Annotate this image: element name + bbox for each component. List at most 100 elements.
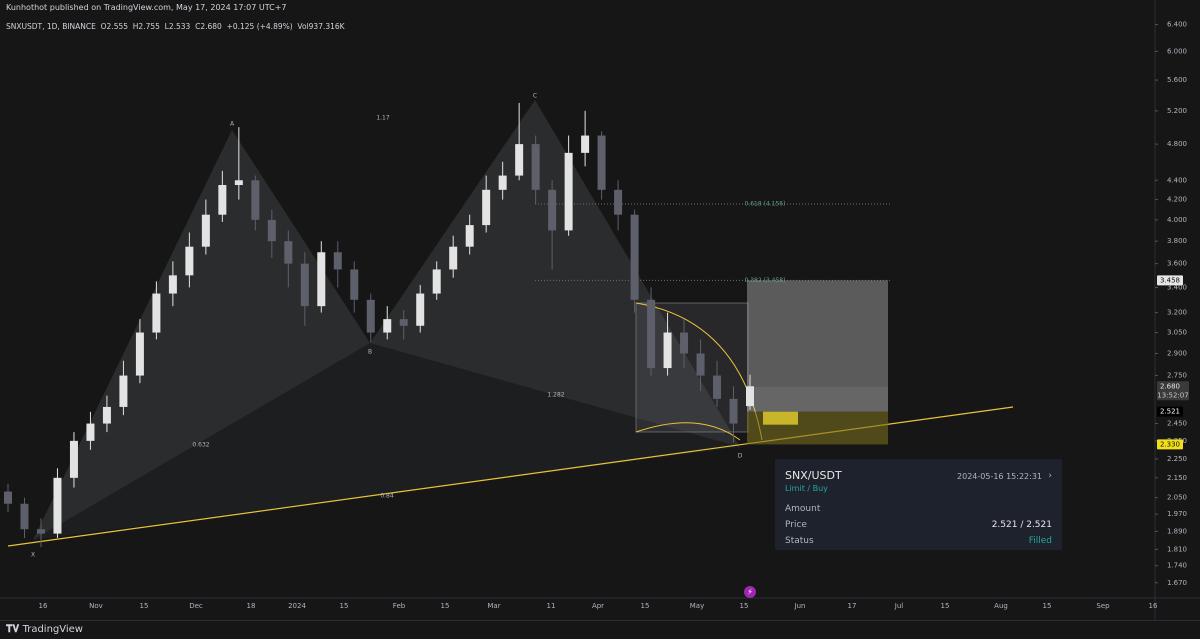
chevron: › [1048,471,1052,481]
x-tick-label: 2024 [288,602,306,610]
x-tick-label: Jun [794,602,806,610]
x-tick-label: 15 [641,602,650,610]
x-tick-label: 15 [340,602,349,610]
pattern-point: A [230,121,235,128]
y-tick-label: 1.890 [1167,527,1187,535]
pattern-ratio: 0.632 [192,442,209,449]
y-tick-label: 2.050 [1167,494,1187,502]
candle-body [482,189,491,226]
pattern-xab [33,130,370,540]
x-tick-label: 17 [848,602,857,610]
y-tick-label: 2.750 [1167,372,1187,380]
candle-body [746,386,754,407]
order-panel[interactable]: SNX/USDT Limit / Buy 2024-05-16 15:22:31… [775,459,1062,550]
pattern-ratio: 1.282 [547,392,564,399]
pattern-point: D [738,453,743,460]
brand-logo: 𝐓𝐕 [6,624,23,635]
x-tick-label: 15 [140,602,149,610]
candle-body [350,269,359,300]
profit-zone [747,386,888,412]
publisher: Kunhothot published on TradingView.com, … [6,3,287,12]
last-tag: 2.680 [1160,382,1180,390]
y-tick-label: 1.670 [1167,579,1187,587]
candle-body [663,332,672,369]
target-zone [747,280,888,387]
candle-body [713,375,722,399]
candle-body [366,299,375,333]
order-price: 2.521 / 2.521 [991,520,1052,530]
candle-body [201,214,210,247]
x-tick-label: 16 [1149,602,1158,610]
order-side: Limit / Buy [785,484,828,493]
order-pair: SNX/USDT [785,469,842,482]
target-tag-bg [1157,275,1183,286]
fib-label: 0.618 (4.156) [745,200,786,207]
y-tick-label: 6.000 [1167,47,1187,55]
lightning-icon[interactable] [744,586,756,598]
candle-body [581,135,590,153]
candle-body [135,332,144,376]
amount-label: Amount [785,504,821,514]
chart: 6.400 6.000 5.600 5.200 4.800 4.400 4.200 4.000… [0,0,1200,620]
order-status: Filled [1028,536,1052,546]
entry-fill [763,411,798,425]
x-tick-label: Nov [89,602,103,610]
brand-name: TradingView [22,624,83,635]
candle-body [251,180,260,220]
candle-body [267,219,276,242]
candle-body [86,423,95,441]
stop-tag: 2.330 [1160,440,1180,448]
candle-body [614,189,623,215]
stop-tag-bg [1157,439,1183,450]
x-tick-label: May [690,602,704,610]
candle-body [300,263,309,307]
candle-body [119,375,128,407]
candle-body [102,406,111,424]
candle-body [729,398,738,424]
pattern-ratio: 1.17 [376,115,390,122]
x-tick-label: Feb [393,602,406,610]
candle-body [531,144,540,190]
pattern-ratio: 0.84 [380,493,394,500]
x-tick-label: 18 [247,602,256,610]
candle-body [647,299,656,369]
candle-body [515,144,524,176]
y-tick-label: 3.800 [1167,237,1187,245]
brand: 𝐓𝐕 TradingView [6,624,83,635]
target-tag: 3.458 [1160,276,1180,284]
symbol-line: SNXUSDT, 1D, BINANCE O2.555 H2.755 L2.53… [6,22,345,31]
y-tick-label: 1.740 [1167,562,1187,570]
y-tick-label: 4.400 [1167,176,1187,184]
candle-body [432,269,441,294]
candle-body [498,175,507,190]
candle-body [680,332,689,354]
candle-body [152,293,161,333]
y-tick-label: 6.400 [1167,21,1187,29]
y-tick-label: 2.450 [1167,420,1187,428]
x-tick-label: Sep [1096,602,1110,610]
candle-body [20,503,29,530]
candle-body [548,189,557,231]
x-tick-label: Jul [894,602,904,610]
candle-body [317,252,326,307]
candle-body [4,491,12,504]
price-label: Price [785,520,807,530]
arc-lower [635,422,741,441]
pattern-xbd [33,343,740,540]
entry-tag-bg [1157,406,1183,417]
candle-body [564,152,573,231]
candle-body [36,529,45,534]
candle-body [465,225,474,247]
y-tick-label: 2.250 [1167,455,1187,463]
x-tick-label: Mar [487,602,500,610]
y-tick-label: 1.810 [1167,545,1187,553]
x-tick-label: Apr [592,602,604,610]
y-tick-label: 3.050 [1167,329,1187,337]
x-tick-label: Dec [189,602,203,610]
candle-body [284,241,293,264]
y-tick-label: 4.200 [1167,196,1187,204]
candle-body [185,246,194,276]
x-tick-label: 16 [39,602,48,610]
candle-body [69,440,78,478]
